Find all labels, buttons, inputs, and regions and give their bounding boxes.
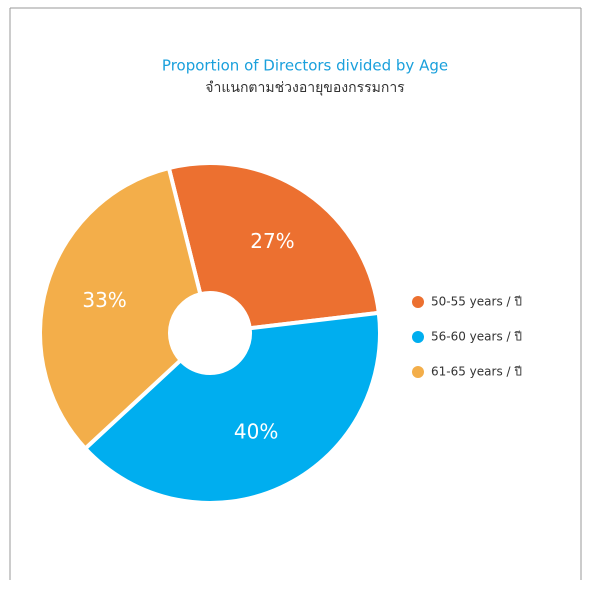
- legend-label: 50-55 years / ปี: [431, 295, 522, 309]
- pie-slice: [38, 165, 203, 452]
- legend-swatch: [412, 331, 424, 343]
- data-label: 33%: [82, 288, 126, 312]
- legend-swatch: [412, 366, 424, 378]
- chart-title: Proportion of Directors divided by Age: [162, 57, 448, 75]
- pie-slice: [82, 310, 382, 505]
- legend-label: 56-60 years / ปี: [431, 330, 522, 344]
- data-label: 40%: [234, 419, 278, 443]
- data-label: 27%: [250, 229, 294, 253]
- chart-subtitle: จำแนกตามช่วงอายุของกรรมการ: [205, 80, 405, 96]
- legend-swatch: [412, 296, 424, 308]
- legend-label: 61-65 years / ปี: [431, 365, 522, 379]
- pie-slice: [166, 161, 382, 331]
